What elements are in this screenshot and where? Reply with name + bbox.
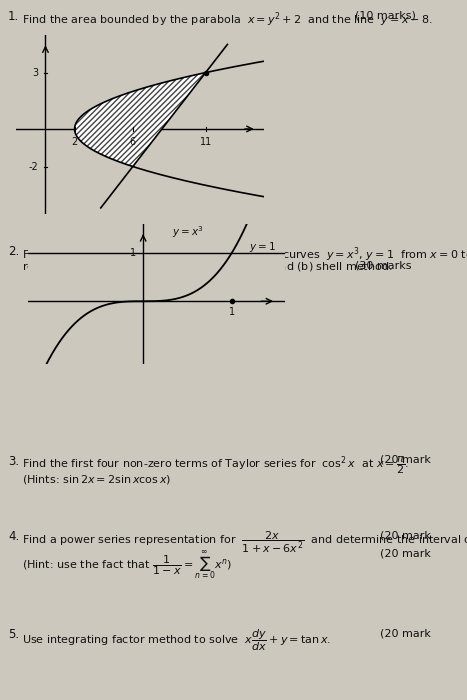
Text: Use integrating factor method to solve  $x\dfrac{dy}{dx} + y = \tan x$.: Use integrating factor method to solve $… (22, 628, 331, 654)
Text: 3: 3 (32, 68, 38, 78)
Text: (10 marks): (10 marks) (355, 10, 416, 20)
Text: $y = x^3$: $y = x^3$ (171, 224, 203, 240)
Text: (20 mark: (20 mark (380, 455, 431, 465)
Text: 1.: 1. (8, 10, 19, 23)
Text: $y = 1$: $y = 1$ (249, 239, 276, 253)
Text: 2: 2 (71, 137, 78, 148)
Text: 3.: 3. (8, 455, 19, 468)
Text: 1: 1 (229, 307, 235, 317)
Text: 2.: 2. (8, 245, 19, 258)
Text: 1: 1 (130, 248, 136, 258)
Text: 6: 6 (130, 137, 136, 148)
Text: -2: -2 (28, 162, 38, 172)
Text: Find the area bounded by the parabola  $x = y^2 + 2$  and the line  $y = x - 8$.: Find the area bounded by the parabola $x… (22, 10, 433, 29)
Text: (Hints: $\sin 2x = 2\sin x \cos x$): (Hints: $\sin 2x = 2\sin x \cos x$) (22, 473, 171, 486)
Text: 4.: 4. (8, 530, 19, 543)
Text: 5.: 5. (8, 628, 19, 641)
Text: (30 marks: (30 marks (355, 260, 411, 270)
Text: Find a power series representation for  $\dfrac{2x}{1+x-6x^2}$  and determine th: Find a power series representation for $… (22, 530, 467, 555)
Text: rotating about the $x$-axis by (a) disk method and (b) shell method.: rotating about the $x$-axis by (a) disk … (22, 260, 393, 274)
Text: (20 mark: (20 mark (380, 548, 431, 558)
Text: Find the first four non-zero terms of Taylor series for  $\cos^2 x$  at $x = \df: Find the first four non-zero terms of Ta… (22, 455, 409, 477)
Text: (Hint: use the fact that $\dfrac{1}{1-x} = \sum_{n=0}^{\infty} x^n$): (Hint: use the fact that $\dfrac{1}{1-x}… (22, 548, 232, 581)
Text: (20 mark: (20 mark (380, 628, 431, 638)
Text: (20 mark: (20 mark (380, 530, 431, 540)
Text: 11: 11 (199, 137, 212, 148)
Text: Find the volume of the region bounded by the curves  $y = x^3$, $y = 1$  from $x: Find the volume of the region bounded by… (22, 245, 467, 264)
